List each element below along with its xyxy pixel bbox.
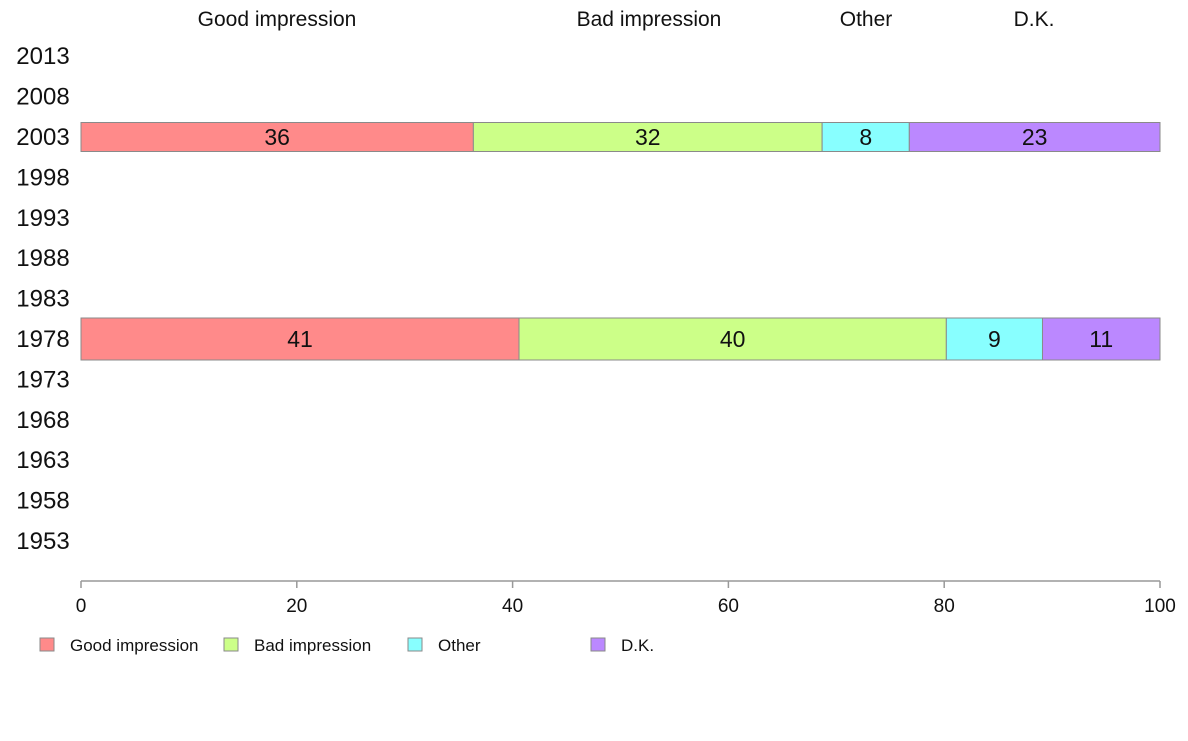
- year-label-1968: 1968: [16, 407, 69, 434]
- year-label-1973: 1973: [16, 366, 69, 393]
- legend-label: Good impression: [70, 636, 199, 655]
- year-label-1998: 1998: [16, 164, 69, 191]
- bar-segment-1978-3: [945, 317, 1043, 361]
- x-tick-label: 20: [286, 596, 307, 617]
- bar-value-label: 23: [1022, 124, 1048, 150]
- bar-value-label: 41: [287, 326, 313, 352]
- legend-swatch-1: [39, 637, 55, 652]
- bar-segment-1978-4: [1041, 317, 1161, 361]
- bar-value-label: 11: [1089, 326, 1113, 352]
- year-label-2008: 2008: [16, 84, 69, 111]
- x-tick-label: 0: [76, 596, 87, 617]
- bar-value-label: 8: [859, 124, 872, 150]
- column-header: Other: [840, 8, 893, 31]
- legend-label: Other: [438, 636, 481, 655]
- year-label-2003: 2003: [16, 124, 69, 151]
- year-label-1953: 1953: [16, 528, 69, 555]
- legend-swatch-3: [407, 637, 423, 652]
- x-tick-label: 80: [934, 596, 955, 617]
- legend-swatch-2: [223, 637, 239, 652]
- year-label-1983: 1983: [16, 286, 69, 313]
- year-label-2013: 2013: [16, 43, 69, 70]
- legend-label: Bad impression: [254, 636, 371, 655]
- column-header: D.K.: [1014, 8, 1055, 31]
- bar-segment-2003-2: [472, 122, 823, 152]
- bar-segment-1978-1: [80, 317, 520, 361]
- x-tick-label: 40: [502, 596, 523, 617]
- bar-segment-2003-1: [80, 122, 474, 152]
- bar-segment-1978-2: [518, 317, 947, 361]
- column-header: Bad impression: [577, 8, 722, 31]
- bar-value-label: 36: [264, 124, 290, 150]
- bar-segment-2003-4: [908, 122, 1161, 152]
- year-label-1978: 1978: [16, 326, 69, 353]
- bar-value-label: 9: [988, 326, 1001, 352]
- bar-value-label: 40: [720, 326, 746, 352]
- year-label-1993: 1993: [16, 205, 69, 232]
- bar-value-label: 32: [635, 124, 661, 150]
- year-label-1963: 1963: [16, 447, 69, 474]
- legend-swatch-4: [590, 637, 606, 652]
- year-label-1958: 1958: [16, 488, 69, 515]
- bar-segment-2003-3: [821, 122, 910, 152]
- legend-label: D.K.: [621, 636, 654, 655]
- x-tick-label: 60: [718, 596, 739, 617]
- year-label-1988: 1988: [16, 245, 69, 272]
- column-header: Good impression: [198, 8, 357, 31]
- x-tick-label: 100: [1144, 596, 1176, 617]
